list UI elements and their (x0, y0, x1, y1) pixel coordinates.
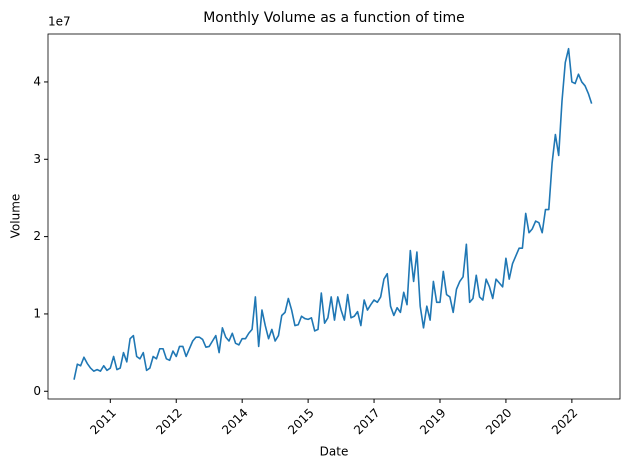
y-offset-label: 1e7 (48, 15, 71, 29)
x-tick-label: 2020 (483, 406, 514, 437)
y-tick-label: 4 (33, 74, 41, 88)
x-tick-label: 2011 (87, 406, 118, 437)
series-line (73, 47, 593, 380)
x-tick-label: 2015 (285, 406, 316, 437)
plot-frame (47, 33, 621, 400)
y-axis-label: Volume (9, 194, 23, 239)
y-tick-label: 0 (33, 384, 41, 398)
x-tick-label: 2012 (153, 406, 184, 437)
y-tick-label: 2 (33, 229, 41, 243)
x-tick-label: 2014 (219, 406, 250, 437)
x-tick-label: 2019 (417, 406, 448, 437)
chart-title: Monthly Volume as a function of time (203, 10, 465, 26)
y-tick-label: 3 (33, 152, 41, 166)
y-tick-label: 1 (33, 306, 41, 320)
x-tick-label: 2017 (351, 406, 382, 437)
x-axis-label: Date (320, 445, 349, 459)
x-tick-label: 2022 (549, 406, 580, 437)
